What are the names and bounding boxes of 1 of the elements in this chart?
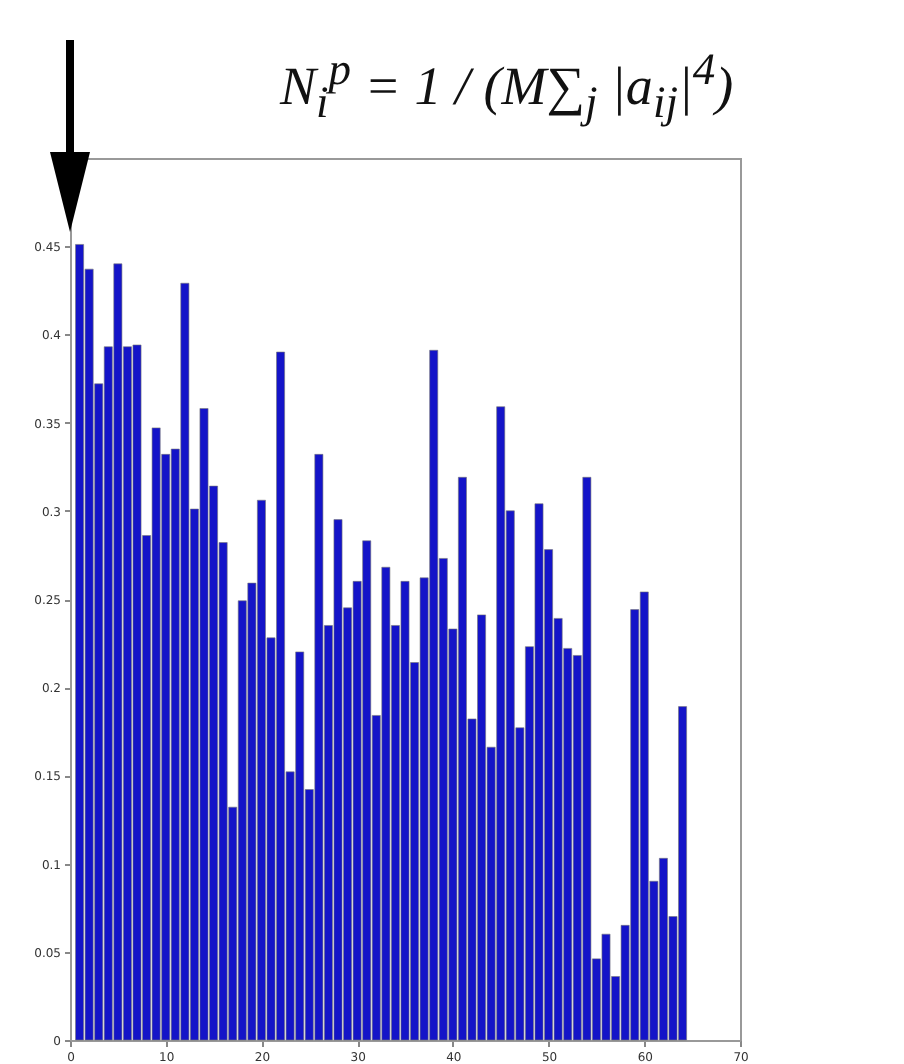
text: N$_{i}$$^{p}$ = 1 / (M∑$_{j}$ |a$_{ij}$|$^{4}$) bbox=[280, 44, 734, 127]
